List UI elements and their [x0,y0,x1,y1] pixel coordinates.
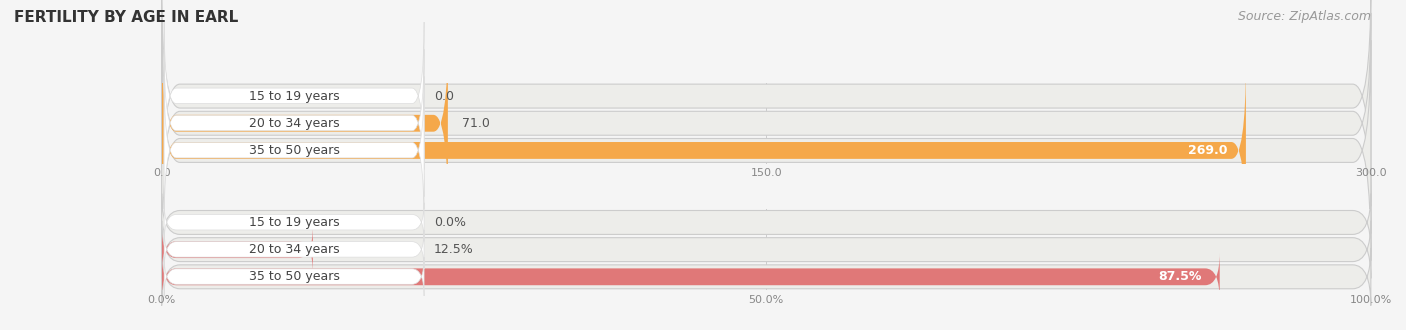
Text: 87.5%: 87.5% [1159,270,1202,283]
FancyBboxPatch shape [165,203,425,242]
Text: 0.0: 0.0 [434,89,454,103]
FancyBboxPatch shape [162,194,1371,251]
FancyBboxPatch shape [165,49,425,197]
FancyBboxPatch shape [162,40,1371,261]
Text: FERTILITY BY AGE IN EARL: FERTILITY BY AGE IN EARL [14,10,238,25]
FancyBboxPatch shape [162,253,1219,301]
FancyBboxPatch shape [165,230,425,269]
FancyBboxPatch shape [162,221,1371,279]
FancyBboxPatch shape [165,22,425,170]
Text: 35 to 50 years: 35 to 50 years [249,270,339,283]
FancyBboxPatch shape [162,0,1371,207]
Text: 12.5%: 12.5% [433,243,474,256]
Text: Source: ZipAtlas.com: Source: ZipAtlas.com [1237,10,1371,23]
FancyBboxPatch shape [165,77,425,224]
FancyBboxPatch shape [165,257,425,296]
Text: 71.0: 71.0 [463,117,491,130]
Text: 0.0%: 0.0% [433,216,465,229]
FancyBboxPatch shape [162,225,312,274]
Text: 15 to 19 years: 15 to 19 years [249,216,339,229]
Text: 20 to 34 years: 20 to 34 years [249,117,339,130]
Text: 35 to 50 years: 35 to 50 years [249,144,339,157]
FancyBboxPatch shape [162,13,1371,234]
FancyBboxPatch shape [162,34,449,213]
Text: 15 to 19 years: 15 to 19 years [249,89,339,103]
Text: 269.0: 269.0 [1188,144,1227,157]
FancyBboxPatch shape [162,61,1246,240]
FancyBboxPatch shape [162,248,1371,306]
Text: 20 to 34 years: 20 to 34 years [249,243,339,256]
